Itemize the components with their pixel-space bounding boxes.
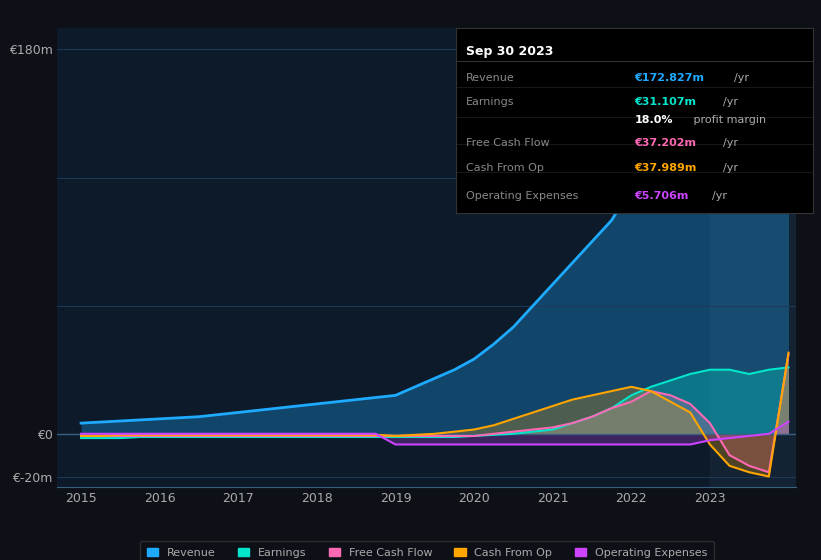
Text: Earnings: Earnings [466,97,515,107]
Text: 18.0%: 18.0% [635,115,672,125]
Text: €31.107m: €31.107m [635,97,696,107]
Text: /yr: /yr [722,164,738,174]
Text: Cash From Op: Cash From Op [466,164,544,174]
Text: /yr: /yr [722,97,738,107]
Text: Revenue: Revenue [466,73,515,83]
Text: €172.827m: €172.827m [635,73,704,83]
Text: Sep 30 2023: Sep 30 2023 [466,45,553,58]
Text: €37.989m: €37.989m [635,164,696,174]
Text: /yr: /yr [712,191,727,201]
Text: €37.202m: €37.202m [635,138,696,148]
Bar [710,28,796,487]
Text: Free Cash Flow: Free Cash Flow [466,138,550,148]
Legend: Revenue, Earnings, Free Cash Flow, Cash From Op, Operating Expenses: Revenue, Earnings, Free Cash Flow, Cash … [140,541,713,560]
Text: €5.706m: €5.706m [635,191,689,201]
Text: profit margin: profit margin [690,115,766,125]
Text: Operating Expenses: Operating Expenses [466,191,579,201]
Text: /yr: /yr [734,73,749,83]
Text: /yr: /yr [722,138,738,148]
